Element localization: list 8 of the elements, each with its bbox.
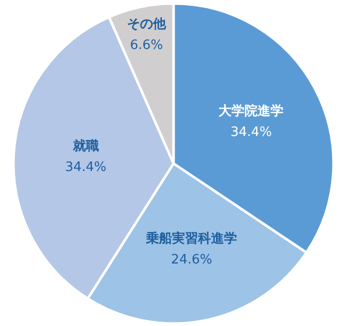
- data-label: 24.6%: [170, 252, 212, 268]
- data-label: 6.6%: [130, 38, 164, 54]
- data-label: 34.4%: [230, 125, 272, 140]
- data-label: 34.4%: [65, 160, 106, 175]
- slice-label: 大学院進学: [218, 103, 284, 120]
- slice-label: その他: [126, 17, 167, 32]
- slice-label: 就職: [72, 138, 99, 154]
- slice-label: 乗船実習科進学: [145, 230, 238, 247]
